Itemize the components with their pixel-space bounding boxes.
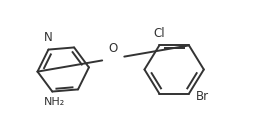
Text: O: O	[109, 42, 118, 55]
Text: Cl: Cl	[154, 27, 165, 40]
Text: N: N	[44, 31, 53, 44]
Text: Br: Br	[196, 90, 208, 103]
Text: NH₂: NH₂	[44, 97, 66, 107]
